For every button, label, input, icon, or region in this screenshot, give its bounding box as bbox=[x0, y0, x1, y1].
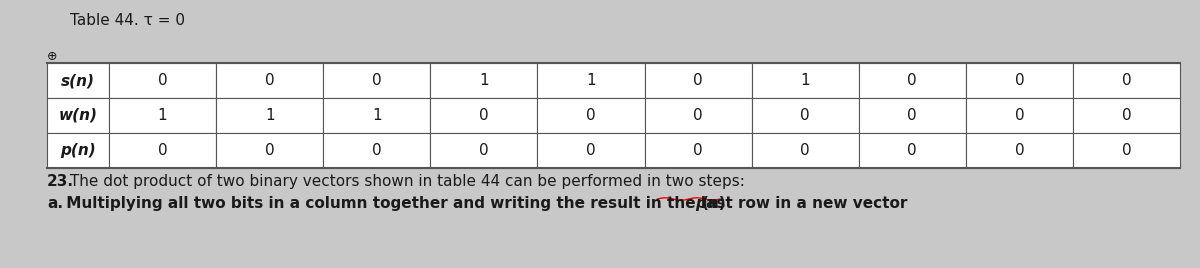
Text: 1: 1 bbox=[800, 73, 810, 88]
Bar bbox=[323, 133, 431, 168]
Bar bbox=[966, 98, 1073, 133]
Text: 0: 0 bbox=[1014, 108, 1024, 123]
Text: 0: 0 bbox=[907, 143, 917, 158]
Bar bbox=[538, 63, 644, 98]
Text: 0: 0 bbox=[907, 73, 917, 88]
Bar bbox=[859, 98, 966, 133]
Bar bbox=[751, 63, 859, 98]
Text: 0: 0 bbox=[1122, 73, 1132, 88]
Text: p: p bbox=[695, 196, 706, 211]
Text: 0: 0 bbox=[157, 143, 167, 158]
Text: 1: 1 bbox=[372, 108, 382, 123]
Bar bbox=[109, 98, 216, 133]
Bar bbox=[47, 63, 109, 98]
Bar bbox=[109, 63, 216, 98]
Text: 0: 0 bbox=[586, 108, 595, 123]
Text: p(n): p(n) bbox=[60, 143, 96, 158]
Bar bbox=[47, 133, 109, 168]
Text: 1: 1 bbox=[479, 73, 488, 88]
Bar bbox=[538, 133, 644, 168]
Text: 1: 1 bbox=[586, 73, 595, 88]
Text: 0: 0 bbox=[1122, 143, 1132, 158]
Text: Table 44. τ = 0: Table 44. τ = 0 bbox=[70, 13, 185, 28]
Text: w(n): w(n) bbox=[59, 108, 97, 123]
Text: 0: 0 bbox=[800, 108, 810, 123]
Text: 0: 0 bbox=[694, 108, 703, 123]
Bar bbox=[431, 98, 538, 133]
Bar bbox=[644, 133, 751, 168]
Text: Multiplying all two bits in a column together and writing the result in the last: Multiplying all two bits in a column tog… bbox=[61, 196, 907, 211]
Text: 0: 0 bbox=[586, 143, 595, 158]
Text: 0: 0 bbox=[907, 108, 917, 123]
Text: 0: 0 bbox=[694, 143, 703, 158]
Text: 1: 1 bbox=[265, 108, 275, 123]
Bar bbox=[966, 133, 1073, 168]
Bar bbox=[1073, 63, 1180, 98]
Bar bbox=[431, 133, 538, 168]
Text: 0: 0 bbox=[372, 143, 382, 158]
Text: 1: 1 bbox=[157, 108, 167, 123]
Text: 0: 0 bbox=[1014, 143, 1024, 158]
Bar bbox=[109, 133, 216, 168]
Bar bbox=[751, 98, 859, 133]
Text: s(n): s(n) bbox=[61, 73, 95, 88]
Bar bbox=[216, 63, 323, 98]
Bar bbox=[323, 98, 431, 133]
Bar bbox=[644, 63, 751, 98]
Text: 0: 0 bbox=[1014, 73, 1024, 88]
Text: 0: 0 bbox=[265, 73, 275, 88]
Text: 0: 0 bbox=[1122, 108, 1132, 123]
Text: 0: 0 bbox=[479, 143, 488, 158]
Text: 23.: 23. bbox=[47, 174, 74, 189]
Text: The dot product of two binary vectors shown in table 44 can be performed in two : The dot product of two binary vectors sh… bbox=[65, 174, 745, 189]
Bar bbox=[1073, 133, 1180, 168]
Bar bbox=[216, 133, 323, 168]
Bar bbox=[323, 63, 431, 98]
Bar bbox=[538, 98, 644, 133]
Bar bbox=[966, 63, 1073, 98]
Bar bbox=[859, 133, 966, 168]
Bar bbox=[47, 98, 109, 133]
Text: (n): (n) bbox=[701, 196, 726, 211]
Text: 0: 0 bbox=[265, 143, 275, 158]
Text: a.: a. bbox=[47, 196, 64, 211]
Text: 0: 0 bbox=[372, 73, 382, 88]
Bar bbox=[431, 63, 538, 98]
Bar bbox=[216, 98, 323, 133]
Bar bbox=[859, 63, 966, 98]
Bar bbox=[751, 133, 859, 168]
Text: 0: 0 bbox=[694, 73, 703, 88]
Bar bbox=[644, 98, 751, 133]
Bar bbox=[1073, 98, 1180, 133]
Text: 0: 0 bbox=[157, 73, 167, 88]
Text: 0: 0 bbox=[800, 143, 810, 158]
Text: 0: 0 bbox=[479, 108, 488, 123]
Text: ⊕: ⊕ bbox=[47, 50, 58, 63]
